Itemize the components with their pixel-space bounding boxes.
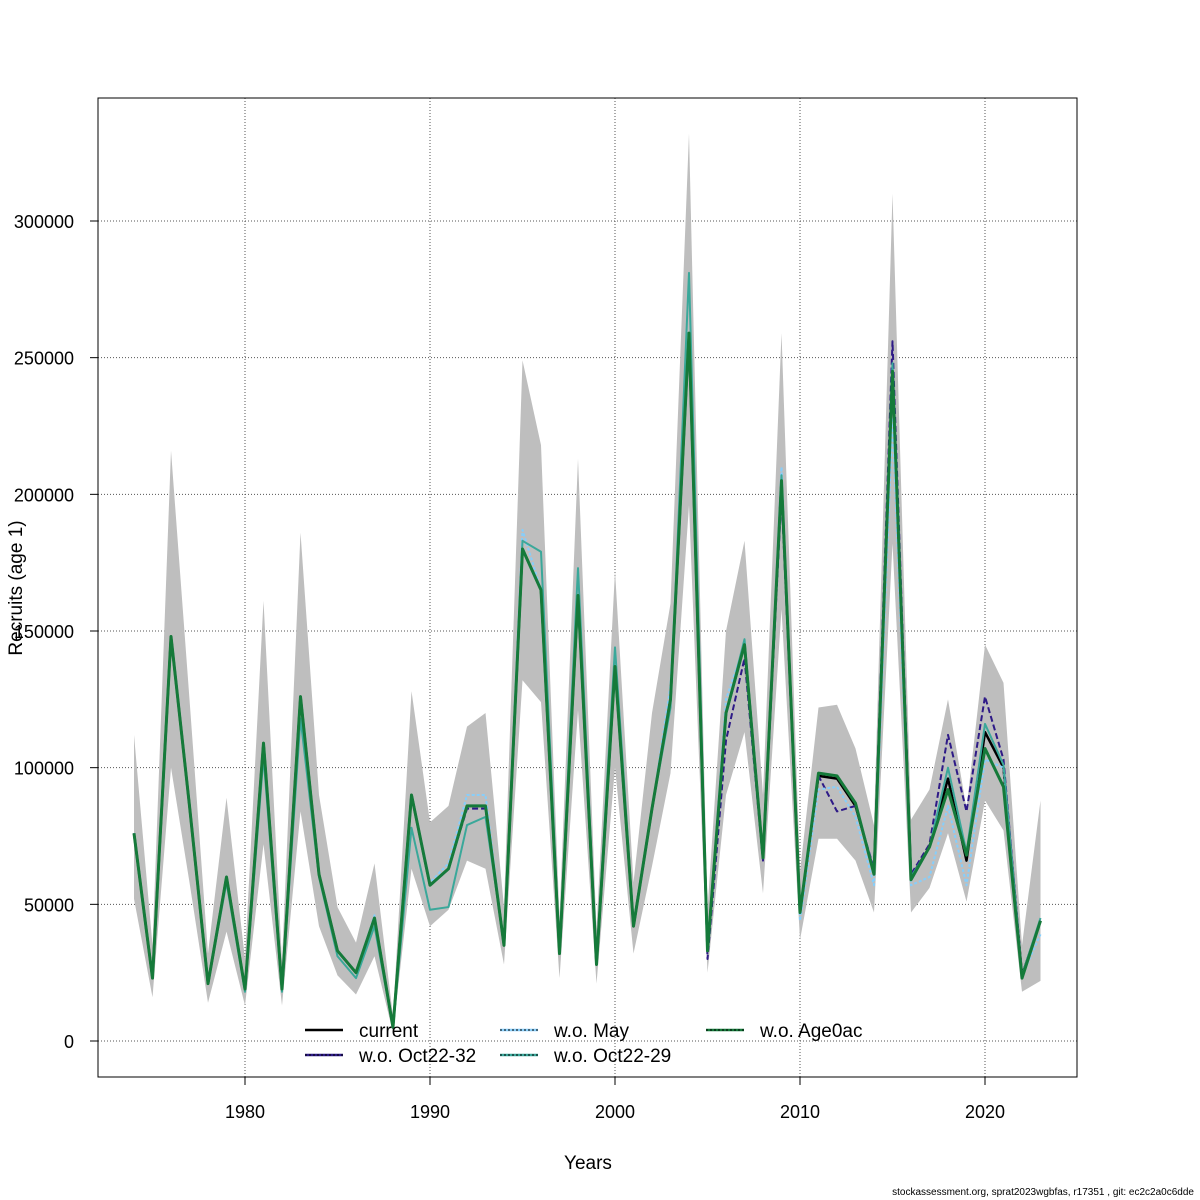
legend-label: w.o. Oct22-32 xyxy=(358,1046,476,1067)
y-tick-label: 150000 xyxy=(14,622,74,642)
confidence-band-area xyxy=(134,133,1041,1033)
y-tick-label: 50000 xyxy=(24,895,74,915)
plot-frame xyxy=(97,97,1078,1078)
confidence-band xyxy=(134,133,1041,1033)
grid xyxy=(98,98,1077,1077)
x-tick-label: 2010 xyxy=(780,1102,820,1122)
x-tick-label: 1980 xyxy=(225,1102,265,1122)
y-tick-label: 100000 xyxy=(14,759,74,779)
legend: current w.o. Oct22-32 w.o. May w.o. Oct22-2… xyxy=(305,1021,862,1067)
x-tick-label: 1990 xyxy=(410,1102,450,1122)
x-axis-label: Years xyxy=(564,1153,612,1174)
series-lines xyxy=(132,271,1042,1029)
legend-label: w.o. Oct22-29 xyxy=(553,1046,671,1067)
footer-credit: stockassessment.org, sprat2023wgbfas, r1… xyxy=(892,1187,1194,1198)
y-axis: 0 50000 100000 150000 200000 250000 300000 xyxy=(14,212,98,1052)
x-tick-label: 2020 xyxy=(965,1102,1005,1122)
y-tick-label: 250000 xyxy=(14,349,74,369)
y-axis-label: Recruits (age 1) xyxy=(6,520,27,655)
legend-label: w.o. Age0ac xyxy=(759,1021,862,1042)
y-tick-label: 0 xyxy=(64,1032,74,1052)
y-tick-label: 300000 xyxy=(14,212,74,232)
legend-label: w.o. May xyxy=(553,1021,629,1042)
x-tick-label: 2000 xyxy=(595,1102,635,1122)
x-axis: 1980 1990 2000 2010 2020 xyxy=(225,1077,1005,1122)
legend-label: current xyxy=(359,1021,419,1042)
y-tick-label: 200000 xyxy=(14,485,74,505)
series-line-w-o-age0ac xyxy=(132,331,1042,1029)
